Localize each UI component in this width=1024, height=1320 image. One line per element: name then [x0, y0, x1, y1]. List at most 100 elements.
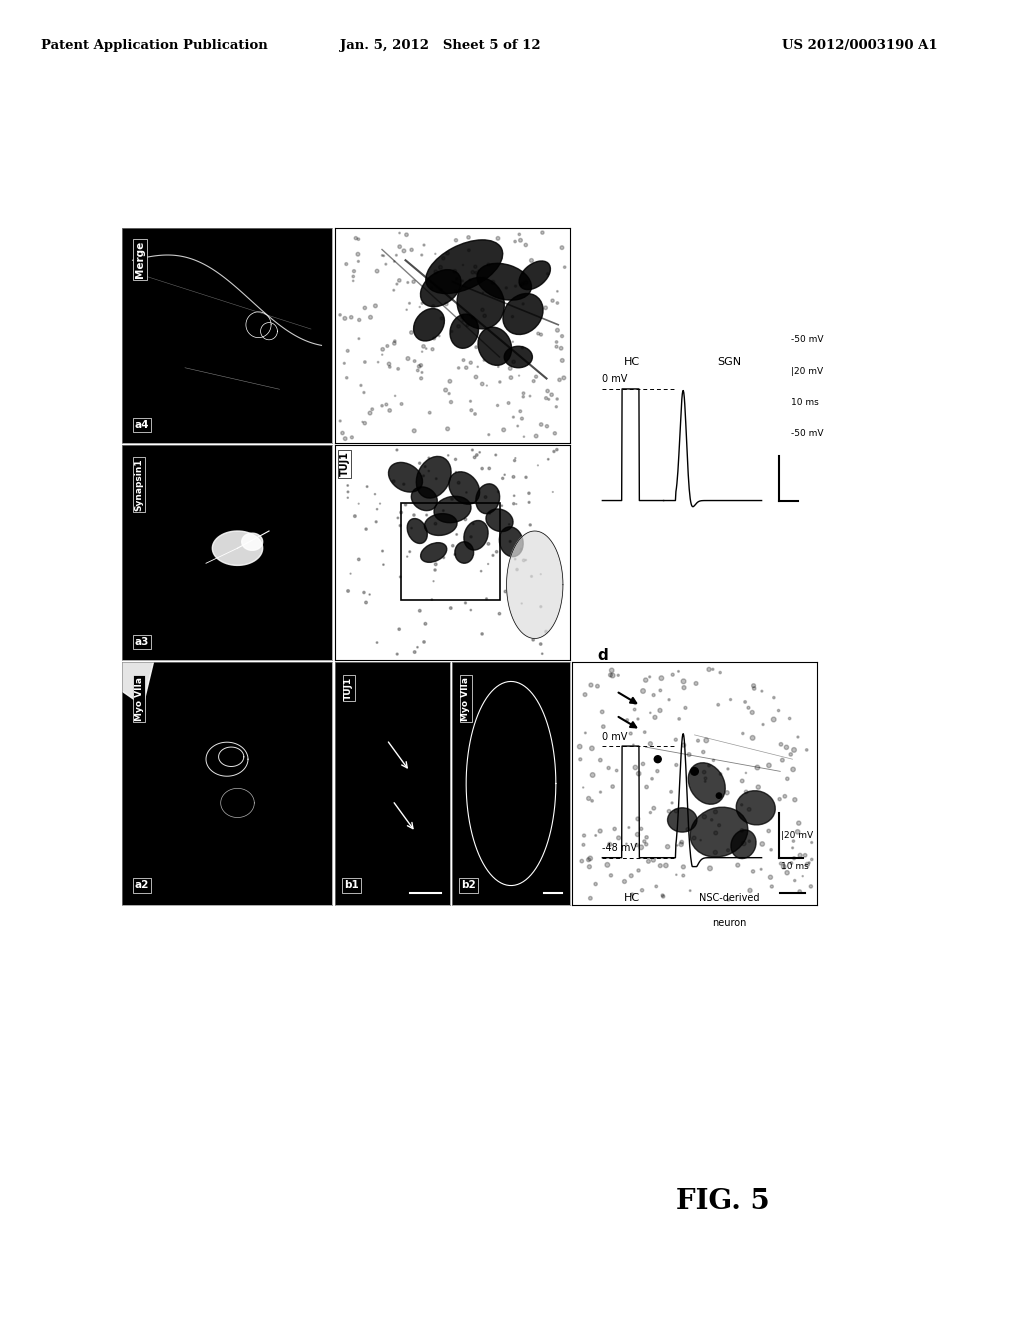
Point	[735, 833, 752, 854]
Point	[470, 356, 486, 378]
Point	[761, 755, 777, 776]
Point	[435, 500, 452, 521]
Point	[390, 507, 407, 528]
Point	[498, 581, 514, 602]
Point	[506, 486, 522, 507]
Point	[468, 367, 484, 388]
Point	[778, 737, 795, 758]
Point	[515, 293, 531, 314]
Point	[671, 709, 687, 730]
Point	[344, 426, 360, 447]
Text: a3: a3	[134, 638, 148, 647]
Point	[381, 354, 397, 375]
Point	[553, 338, 569, 359]
Point	[340, 581, 356, 602]
Point	[784, 759, 801, 780]
Point	[389, 644, 406, 665]
Point	[773, 734, 790, 755]
Ellipse shape	[503, 293, 543, 334]
Point	[442, 392, 459, 413]
Text: FIG. 5: FIG. 5	[676, 1188, 770, 1214]
Point	[342, 564, 358, 585]
Point	[711, 785, 727, 807]
Point	[680, 818, 696, 840]
Point	[681, 744, 697, 766]
Point	[696, 762, 713, 783]
Point	[443, 488, 460, 510]
Point	[465, 513, 481, 535]
Point	[511, 366, 527, 387]
Point	[406, 420, 422, 441]
Point	[386, 333, 402, 354]
Point	[369, 632, 385, 653]
Point	[695, 742, 712, 763]
Point	[474, 623, 490, 644]
Point	[456, 350, 472, 371]
Point	[532, 414, 549, 436]
Point	[741, 830, 758, 851]
Text: Merge: Merge	[134, 242, 144, 279]
Point	[630, 709, 646, 730]
Point	[370, 351, 386, 372]
Point	[549, 331, 565, 352]
Point	[467, 446, 483, 467]
Point	[636, 830, 652, 851]
Point	[458, 593, 474, 614]
Point	[433, 308, 450, 329]
Point	[442, 598, 459, 619]
Point	[496, 420, 512, 441]
Point	[428, 469, 444, 490]
Point	[546, 441, 562, 462]
Point	[459, 314, 475, 335]
Point	[538, 388, 554, 409]
Point	[659, 836, 676, 857]
Ellipse shape	[519, 261, 551, 289]
Point	[378, 253, 394, 275]
Point	[523, 566, 540, 587]
Point	[461, 227, 477, 248]
Point	[439, 418, 456, 440]
Ellipse shape	[434, 496, 471, 523]
Point	[799, 739, 815, 760]
Point	[407, 351, 423, 372]
Point	[413, 368, 429, 389]
Point	[492, 603, 508, 624]
Point	[390, 358, 407, 379]
Point	[340, 475, 356, 496]
Point	[744, 702, 761, 723]
Point	[803, 876, 819, 898]
Point	[332, 305, 348, 326]
Point	[464, 308, 480, 329]
Point	[410, 636, 426, 657]
Point	[599, 854, 615, 875]
Point	[494, 495, 510, 516]
Ellipse shape	[688, 763, 725, 804]
Text: HC: HC	[624, 356, 640, 367]
Point	[783, 853, 800, 874]
Point	[507, 276, 523, 297]
Point	[668, 800, 684, 821]
Ellipse shape	[690, 808, 748, 857]
Point	[502, 358, 518, 379]
Point	[455, 271, 471, 292]
Ellipse shape	[486, 510, 513, 532]
Point	[428, 261, 444, 282]
Point	[775, 857, 792, 878]
Point	[515, 261, 531, 282]
Point	[421, 447, 437, 469]
Point	[501, 392, 517, 413]
Polygon shape	[122, 663, 154, 706]
Point	[525, 371, 542, 392]
Point	[417, 614, 433, 635]
Point	[388, 244, 404, 265]
Point	[399, 272, 416, 293]
Point	[786, 789, 803, 810]
Point	[357, 591, 374, 612]
Point	[804, 849, 820, 870]
Point	[345, 265, 361, 286]
Point	[463, 599, 479, 620]
Point	[495, 467, 511, 488]
Point	[439, 243, 456, 264]
Point	[669, 834, 685, 855]
Point	[514, 337, 530, 358]
